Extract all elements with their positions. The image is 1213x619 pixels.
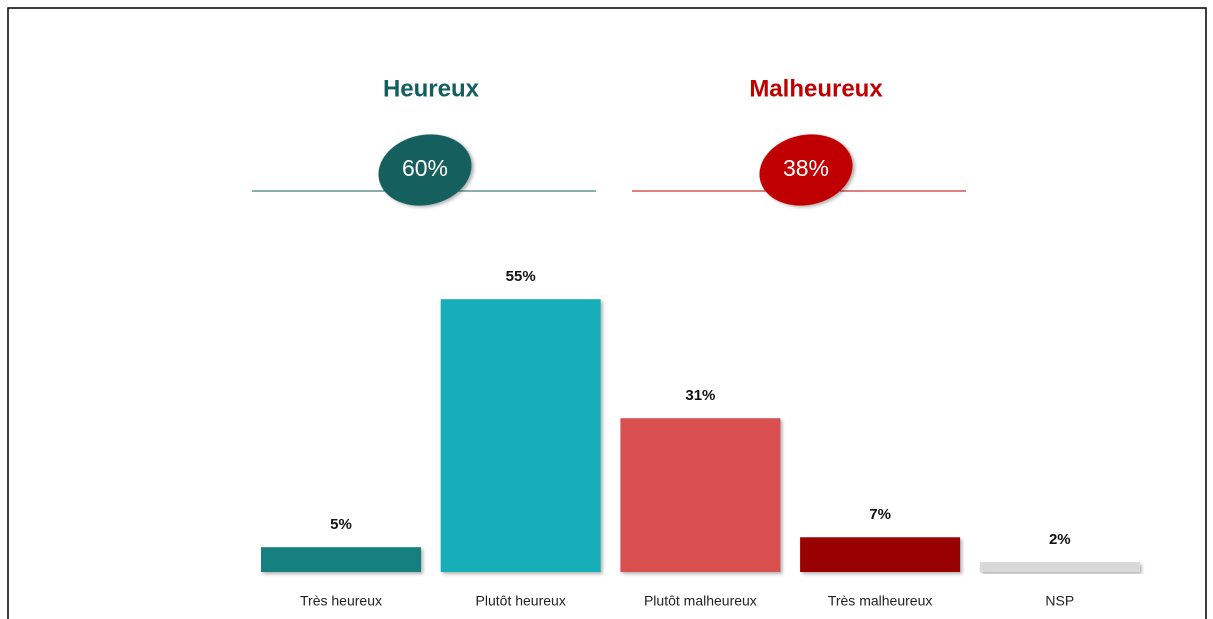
value-label: 5% [330, 516, 352, 533]
value-label: 2% [1049, 531, 1071, 548]
frame [7, 7, 1207, 619]
bar [620, 418, 781, 572]
group-value: 38% [783, 155, 829, 181]
group-badge [378, 134, 472, 206]
value-label: 7% [869, 506, 891, 523]
value-label: 55% [506, 268, 536, 285]
category-label: Plutôt heureux [476, 593, 566, 609]
bar [800, 537, 961, 572]
bar [261, 547, 421, 572]
bar [440, 299, 601, 572]
category-label: Plutôt malheureux [644, 593, 757, 609]
value-label: 31% [685, 387, 715, 404]
bar [979, 562, 1140, 572]
category-label: Très heureux [300, 593, 382, 609]
group-badge [759, 134, 853, 206]
group-title: Heureux [383, 75, 480, 102]
group-value: 60% [402, 155, 448, 181]
category-label: NSP [1045, 593, 1074, 609]
category-label: Très malheureux [828, 593, 933, 609]
group-title: Malheureux [749, 75, 883, 102]
